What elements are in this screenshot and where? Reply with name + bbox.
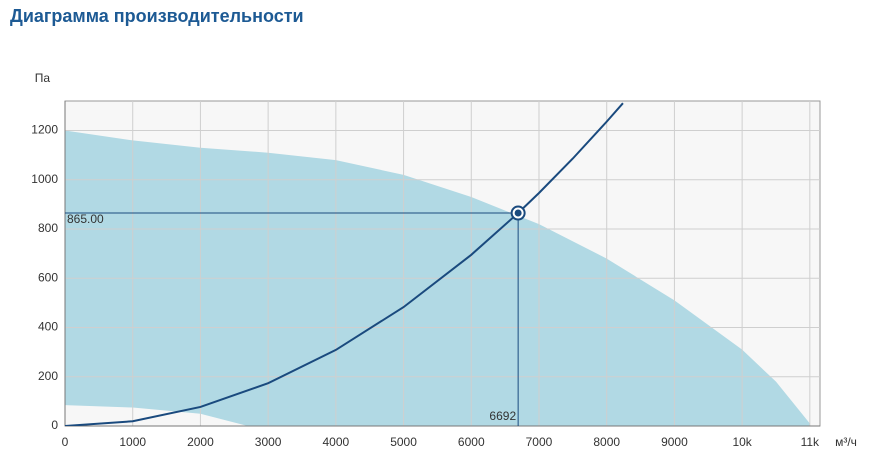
chart-title: Диаграмма производительности <box>10 6 304 26</box>
x-tick-label: 5000 <box>390 435 417 449</box>
system-curve <box>65 102 624 426</box>
y-tick-label: 0 <box>51 418 58 432</box>
y-tick-label: 1200 <box>31 123 58 137</box>
x-axis-label: м³/ч <box>835 435 857 449</box>
x-tick-label: 1000 <box>119 435 146 449</box>
y-tick-label: 1000 <box>31 172 58 186</box>
x-tick-label: 7000 <box>526 435 553 449</box>
y-tick-label: 600 <box>38 270 58 284</box>
labels: 0 1000 2000 3000 4000 5000 6000 7000 8000 9000 10k… <box>31 123 820 449</box>
x-tick-label: 2000 <box>187 435 214 449</box>
x-tick-label: 10k <box>732 435 752 449</box>
y-tick-label: 800 <box>38 221 58 235</box>
x-tick-label: 11k <box>801 435 820 449</box>
x-tick-label: 9000 <box>661 435 688 449</box>
operating-point-y-label: 865.00 <box>67 212 104 226</box>
grid <box>64 101 820 427</box>
x-tick-label: 8000 <box>593 435 620 449</box>
operating-point <box>514 209 522 217</box>
operating-point-x-label: 6692 <box>489 409 516 423</box>
y-tick-label: 400 <box>38 320 58 334</box>
x-tick-label: 3000 <box>255 435 282 449</box>
curves <box>65 102 624 426</box>
y-tick-label: 200 <box>38 369 58 383</box>
x-tick-label: 6000 <box>458 435 485 449</box>
x-tick-label: 4000 <box>323 435 350 449</box>
y-axis-label: Па <box>35 71 51 85</box>
x-tick-label: 0 <box>62 435 69 449</box>
